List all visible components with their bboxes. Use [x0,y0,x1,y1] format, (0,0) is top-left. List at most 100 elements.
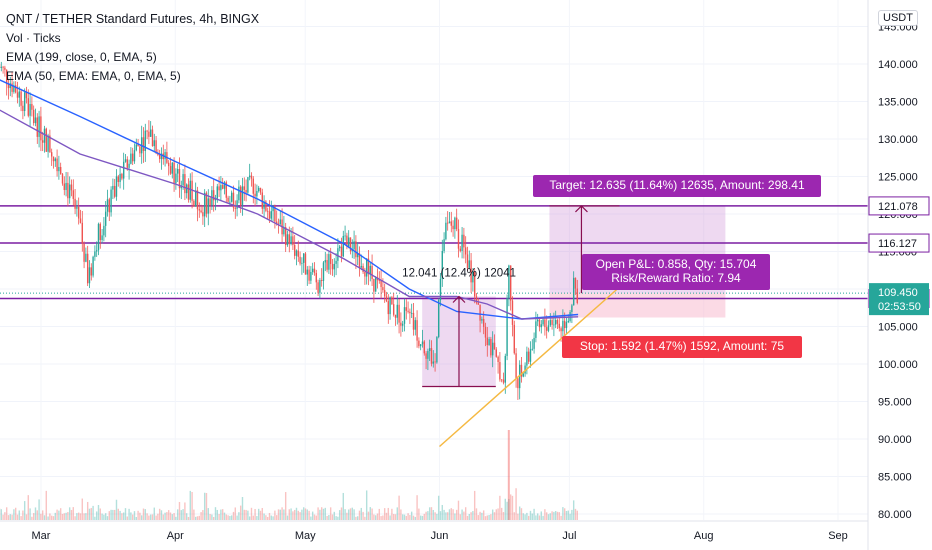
stop-label-text: Stop: 1.592 (1.47%) 1592, Amount: 75 [580,339,784,353]
candle-body [279,219,281,225]
volume-bar [409,515,411,520]
candle-body [2,66,4,68]
candle-body [11,83,13,92]
volume-bar [558,512,560,520]
candle-body [182,174,184,186]
candle-body [238,186,240,201]
time-tick-label: Mar [32,530,51,542]
volume-bar [340,507,343,520]
candle-body [425,353,427,359]
candle-body [13,85,15,92]
candle-body [153,140,155,147]
volume-bar [439,511,442,520]
volume-bar [520,508,523,520]
candle-body [333,263,335,270]
volume-bar [457,500,460,520]
volume-bar [490,514,492,520]
candle-body [517,378,519,389]
volume-bar [322,508,325,520]
volume-bar [90,508,92,520]
candle-body [540,324,542,328]
time-tick-label: Jul [562,530,576,542]
volume-bar [472,511,474,520]
candle-body [522,373,524,377]
volume-bar [142,508,145,520]
candle-body [148,131,150,137]
candle-body [167,162,170,167]
symbol-title[interactable]: QNT / TETHER Standard Futures, 4h, BINGX [6,12,260,26]
volume-bar [479,511,481,520]
candle-body [94,251,96,257]
volume-bar [70,509,73,520]
candle-body [509,265,512,301]
candle-body [31,103,33,110]
volume-bar [434,512,436,520]
volume-bar [198,515,200,520]
candle-body [164,152,166,160]
indicator-volume[interactable]: Vol · Ticks [6,31,61,45]
candle-body [495,349,497,357]
volume-bar [173,513,175,520]
candle-body [466,254,469,268]
candle-body [256,190,258,197]
candle-body [484,326,487,338]
time-tick-label: May [295,530,316,542]
candle-body [331,263,334,270]
candle-body [409,311,411,314]
volume-bar [313,514,316,520]
volume-bar [266,516,269,520]
volume-bar [128,508,130,520]
candle-body [477,302,479,305]
price-axis[interactable]: 80.000 85.000 90.000 95.000 100.000 105.000 11… [867,0,932,550]
volume-bar [488,514,490,520]
candle-body [223,182,226,189]
volume-bar [421,515,424,520]
volume-bar [419,515,422,520]
volume-bar [432,509,434,520]
candle-body [428,348,431,352]
candle-body [295,250,298,256]
indicator-ema-199[interactable]: EMA (199, close, 0, EMA, 5) [6,50,157,64]
candle-body [234,207,236,209]
volume-bar [238,512,240,520]
volume-bar [571,509,573,520]
volume-bar [349,508,352,520]
volume-bar [423,513,425,520]
candle-body [445,222,447,240]
volume-bar [275,515,278,520]
currency-selector[interactable]: USDT [878,10,918,26]
volume-bar [364,516,366,520]
volume-bar [135,516,137,520]
volume-bar [212,516,215,520]
indicator-ema-50[interactable]: EMA (50, EMA: EMA, 0, EMA, 5) [6,69,181,83]
candle-body [340,246,343,257]
candle-body [274,205,276,222]
candle-body [221,185,224,189]
level-tag [868,196,930,216]
candle-body [7,84,10,89]
volume-bar [247,510,249,520]
candle-body [394,314,397,318]
current-price-tag [869,283,929,316]
volume-bar [200,512,202,520]
time-axis[interactable]: Mar Apr May Jun Jul Aug Sep [0,520,868,542]
candle-body [121,173,123,179]
candle-body [301,262,303,264]
candle-body [513,324,515,354]
candle-body [22,105,24,111]
candle-body [20,91,22,106]
volume-bar [481,512,483,520]
measure-label: 12.041 (12.4%) 12041 [402,268,516,280]
volume-bar [515,488,517,520]
volume-bar [176,509,179,520]
volume-bar [445,512,447,520]
candle-body [563,320,566,329]
volume-bar [263,513,265,520]
candle-body [122,161,125,179]
candle-body [135,144,137,151]
candle-body [389,297,391,315]
volume-bar [54,512,56,520]
volume-bar [299,512,301,520]
candle-body [403,307,406,324]
